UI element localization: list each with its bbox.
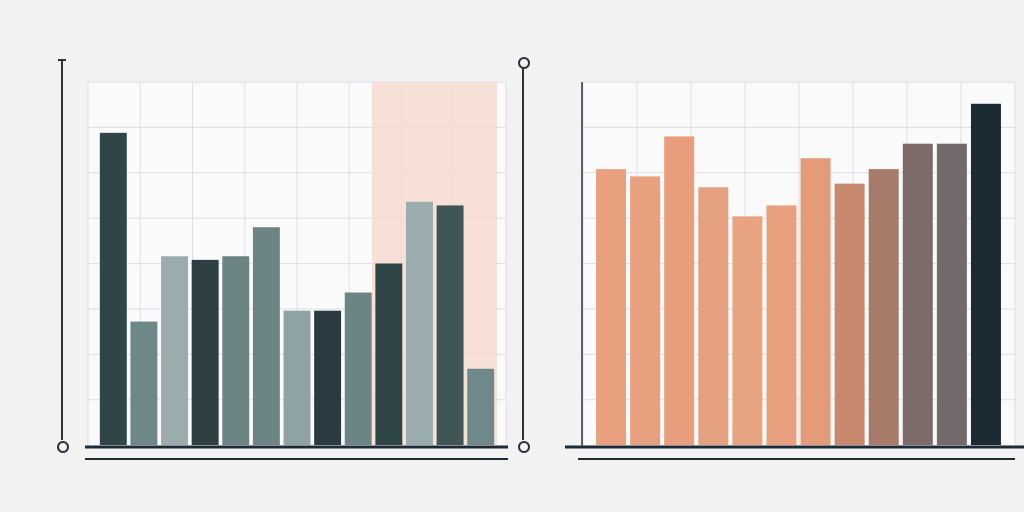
bar	[405, 201, 433, 445]
bar	[436, 205, 464, 445]
bar	[283, 310, 311, 445]
axis-node	[518, 441, 530, 453]
bar	[936, 143, 967, 445]
bar	[766, 205, 797, 445]
bar	[698, 187, 729, 445]
bar	[800, 158, 831, 446]
bar	[191, 259, 219, 445]
bars	[99, 103, 1001, 446]
bar	[252, 227, 280, 445]
bar	[467, 368, 495, 445]
bar	[161, 256, 189, 445]
bar	[314, 310, 342, 445]
axis-node	[57, 441, 69, 453]
bar	[970, 103, 1001, 445]
bar	[222, 256, 250, 445]
bar	[664, 136, 695, 445]
bar	[344, 292, 372, 445]
bar	[834, 183, 865, 445]
bar	[732, 216, 763, 445]
bar	[375, 263, 403, 445]
bar	[902, 143, 933, 445]
bar	[130, 321, 158, 445]
bar	[630, 176, 661, 445]
bar	[868, 169, 899, 445]
axis-node	[518, 57, 530, 69]
bar	[596, 169, 627, 445]
bar	[99, 132, 127, 445]
